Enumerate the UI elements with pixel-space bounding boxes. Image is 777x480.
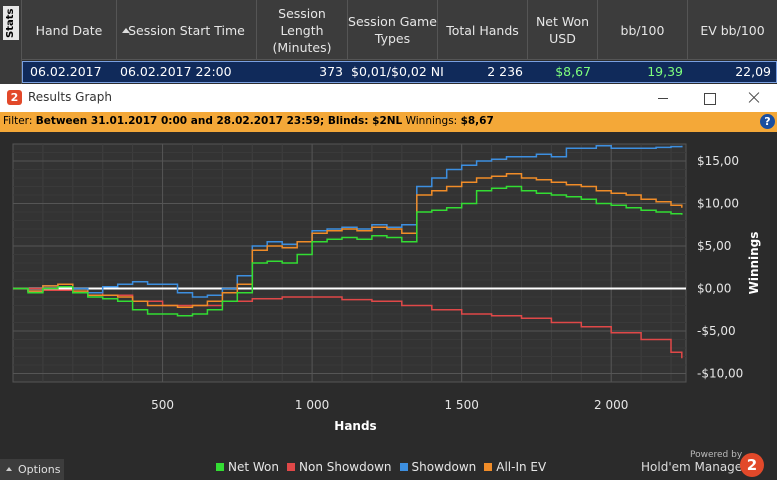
y-tick-label: -$5,00 <box>697 324 736 338</box>
cell-session-start-time: 06.02.2017 22:00 <box>120 64 232 79</box>
maximize-icon[interactable] <box>686 84 732 112</box>
stats-side-tab[interactable]: Stats <box>0 0 22 84</box>
window-title-bar: 2 Results Graph <box>0 84 777 112</box>
cell-game-types: $0,01/$0,02 NI <box>351 64 444 79</box>
legend-label: Non Showdown <box>299 460 392 474</box>
table-row[interactable]: 06.02.2017 06.02.2017 22:00 373 $0,01/$0… <box>22 61 777 83</box>
stats-tab-label: Stats <box>3 6 19 40</box>
cell-hand-date: 06.02.2017 <box>30 64 102 79</box>
minimize-icon[interactable] <box>640 84 686 112</box>
bottom-bar: Options <box>0 458 777 480</box>
hm-logo-icon: 2 <box>740 453 764 477</box>
y-tick-label: $15,00 <box>697 154 739 168</box>
series-net-won-line <box>13 185 683 317</box>
x-tick-label: 1 000 <box>295 398 329 412</box>
filter-prefix: Filter: <box>3 115 33 127</box>
x-tick-label: 2 000 <box>594 398 628 412</box>
y-tick-label: $10,00 <box>697 197 739 211</box>
legend-item-showdown[interactable]: Showdown <box>399 460 477 474</box>
window-title: Results Graph <box>28 90 112 104</box>
x-axis-title: Hands <box>334 419 376 433</box>
close-icon[interactable] <box>731 84 777 112</box>
legend-label: All-In EV <box>496 460 547 474</box>
filter-range: Between 31.01.2017 0:00 and 28.02.2017 2… <box>35 115 403 127</box>
x-tick-label: 1 500 <box>444 398 478 412</box>
stats-panel: Stats Hand Date Session Start Time Sessi… <box>0 0 777 84</box>
header-bb-100[interactable]: bb/100 <box>598 0 688 60</box>
chart-legend: Net Won Non Showdown Showdown All-In EV <box>216 460 546 474</box>
cell-session-length: 373 <box>319 64 343 79</box>
header-net-won-usd[interactable]: Net Won USD <box>528 0 598 60</box>
legend-swatch <box>399 463 408 471</box>
series-all-in-ev-line <box>13 173 683 308</box>
powered-by-text: Powered by <box>690 450 743 460</box>
legend-label: Net Won <box>228 460 279 474</box>
options-button[interactable]: Options <box>0 459 64 480</box>
x-tick-label: 500 <box>151 398 174 412</box>
cell-net-won: $8,67 <box>555 64 591 79</box>
y-tick-label: -$10,00 <box>697 367 743 381</box>
header-ev-bb-100[interactable]: EV bb/100 <box>700 22 765 38</box>
legend-label: Showdown <box>411 460 477 474</box>
filter-winnings-label: Winnings: <box>405 115 458 127</box>
filter-text: Filter: Between 31.01.2017 0:00 and 28.0… <box>3 115 494 127</box>
legend-swatch <box>216 463 224 471</box>
header-hand-date[interactable]: Hand Date <box>22 0 117 60</box>
header-session-length[interactable]: Session Length (Minutes) <box>257 0 348 60</box>
app-logo-icon: 2 <box>7 90 22 105</box>
cell-total-hands: 2 236 <box>487 64 523 79</box>
header-total-hands[interactable]: Total Hands <box>438 0 528 60</box>
cell-ev-bb-100: 22,09 <box>735 64 771 79</box>
sort-ascending-icon <box>122 28 130 33</box>
header-session-start-time[interactable]: Session Start Time <box>117 0 257 60</box>
header-session-game-types[interactable]: Session Game Types <box>348 0 438 60</box>
legend-swatch <box>484 463 493 471</box>
legend-item-all-in-ev[interactable]: All-In EV <box>484 460 546 474</box>
brand-name: Hold'em Manager <box>641 460 748 474</box>
series-showdown-line <box>13 144 683 298</box>
y-axis-title: Winnings <box>747 232 761 295</box>
results-graph-svg: 500 1 000 1 500 2 000 $15,00 $10,00 $5,00 $0,00… <box>12 143 761 433</box>
filter-bar: Filter: Between 31.01.2017 0:00 and 28.0… <box>0 112 777 132</box>
caret-up-icon <box>6 467 12 471</box>
legend-item-non-showdown[interactable]: Non Showdown <box>287 460 392 474</box>
legend-item-net-won[interactable]: Net Won <box>216 460 279 474</box>
stats-table-header: Hand Date Session Start Time Session Len… <box>22 0 777 60</box>
filter-winnings-value: $8,67 <box>460 115 494 127</box>
y-tick-label: $0,00 <box>697 282 731 296</box>
legend-swatch <box>287 463 295 471</box>
results-graph: 500 1 000 1 500 2 000 $15,00 $10,00 $5,00 $0,00… <box>0 132 777 460</box>
help-icon[interactable]: ? <box>760 114 775 129</box>
y-tick-label: $5,00 <box>697 239 731 253</box>
cell-bb-100: 19,39 <box>647 64 683 79</box>
options-label: Options <box>18 463 61 476</box>
